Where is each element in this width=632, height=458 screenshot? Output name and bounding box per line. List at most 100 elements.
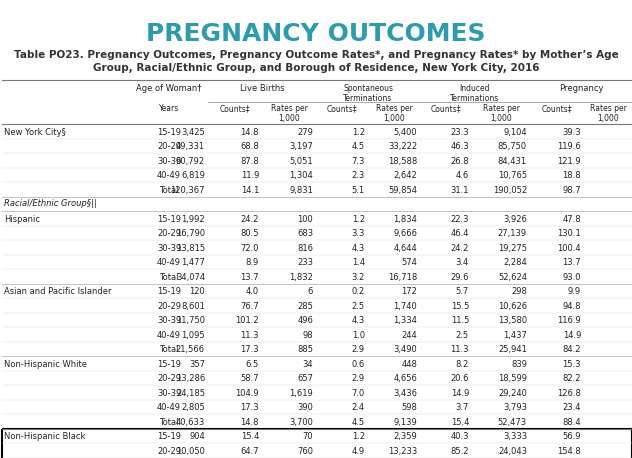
Text: 1,992: 1,992 <box>181 215 205 224</box>
Text: 3,425: 3,425 <box>181 128 205 137</box>
Text: 15-19: 15-19 <box>157 287 181 296</box>
Text: 34: 34 <box>302 360 313 369</box>
Text: 30-39: 30-39 <box>157 157 181 166</box>
Text: PREGNANCY OUTCOMES: PREGNANCY OUTCOMES <box>146 22 486 46</box>
Text: 683: 683 <box>297 229 313 238</box>
Text: 14.8: 14.8 <box>241 128 259 137</box>
Text: 15-19: 15-19 <box>157 360 181 369</box>
Text: 9,666: 9,666 <box>393 229 417 238</box>
Text: 11.3: 11.3 <box>241 331 259 340</box>
Text: 5.7: 5.7 <box>456 287 469 296</box>
Text: 16,790: 16,790 <box>176 229 205 238</box>
Text: Pregnancy: Pregnancy <box>559 84 604 93</box>
Text: 58.7: 58.7 <box>240 374 259 383</box>
Text: 30-39: 30-39 <box>157 389 181 398</box>
Text: 9,104: 9,104 <box>503 128 527 137</box>
Text: Hispanic: Hispanic <box>4 215 40 224</box>
Text: 885: 885 <box>297 345 313 354</box>
Text: 15.5: 15.5 <box>451 302 469 311</box>
Text: 357: 357 <box>189 360 205 369</box>
Text: 1.2: 1.2 <box>352 215 365 224</box>
Text: 24,043: 24,043 <box>498 447 527 456</box>
Text: 13.7: 13.7 <box>240 273 259 282</box>
Text: 15-19: 15-19 <box>157 128 181 137</box>
Text: 17.3: 17.3 <box>240 345 259 354</box>
Text: 40-49: 40-49 <box>157 171 181 180</box>
Text: 1,619: 1,619 <box>289 389 313 398</box>
Text: 190,052: 190,052 <box>493 186 527 195</box>
Text: 8,601: 8,601 <box>181 302 205 311</box>
Text: Asian and Pacific Islander: Asian and Pacific Islander <box>4 287 111 296</box>
Text: 98: 98 <box>302 331 313 340</box>
Text: New York City§: New York City§ <box>4 128 66 137</box>
Text: 70: 70 <box>302 432 313 441</box>
Text: 3,333: 3,333 <box>503 432 527 441</box>
Text: 3,926: 3,926 <box>503 215 527 224</box>
Text: 22.3: 22.3 <box>451 215 469 224</box>
Text: 46.4: 46.4 <box>451 229 469 238</box>
Text: 31.1: 31.1 <box>451 186 469 195</box>
Text: 13,815: 13,815 <box>176 244 205 253</box>
Text: 98.7: 98.7 <box>562 186 581 195</box>
Text: 14.9: 14.9 <box>451 389 469 398</box>
Text: 46.3: 46.3 <box>451 142 469 151</box>
Text: 1,304: 1,304 <box>289 171 313 180</box>
Text: 33,222: 33,222 <box>388 142 417 151</box>
Text: 52,624: 52,624 <box>498 273 527 282</box>
Text: 657: 657 <box>297 374 313 383</box>
Text: 20-29: 20-29 <box>157 229 181 238</box>
Text: 39.3: 39.3 <box>562 128 581 137</box>
Text: 29.6: 29.6 <box>451 273 469 282</box>
Text: Live Births: Live Births <box>240 84 284 93</box>
Text: 448: 448 <box>401 360 417 369</box>
Text: 23.4: 23.4 <box>562 403 581 412</box>
Text: 40-49: 40-49 <box>157 258 181 267</box>
Text: 30-39: 30-39 <box>157 316 181 325</box>
Text: 9.9: 9.9 <box>568 287 581 296</box>
Text: 87.8: 87.8 <box>240 157 259 166</box>
Text: 4.3: 4.3 <box>352 244 365 253</box>
Text: 88.4: 88.4 <box>562 418 581 427</box>
Text: 20-29: 20-29 <box>157 447 181 456</box>
Text: 120,367: 120,367 <box>171 186 205 195</box>
Text: 47.8: 47.8 <box>562 215 581 224</box>
Text: 4,656: 4,656 <box>393 374 417 383</box>
Text: Rates per
1,000: Rates per 1,000 <box>590 104 626 123</box>
Text: 120: 120 <box>189 287 205 296</box>
Text: 1.4: 1.4 <box>352 258 365 267</box>
Text: 4.0: 4.0 <box>246 287 259 296</box>
Text: 14.1: 14.1 <box>241 186 259 195</box>
Text: 7.0: 7.0 <box>352 389 365 398</box>
Text: 4.6: 4.6 <box>456 171 469 180</box>
Text: 52,473: 52,473 <box>498 418 527 427</box>
Text: 11,750: 11,750 <box>176 316 205 325</box>
Text: 85.2: 85.2 <box>451 447 469 456</box>
Text: 15.4: 15.4 <box>451 418 469 427</box>
Text: 598: 598 <box>401 403 417 412</box>
Text: 4,644: 4,644 <box>393 244 417 253</box>
Text: 6.5: 6.5 <box>246 360 259 369</box>
Text: 100: 100 <box>297 215 313 224</box>
Text: 27,139: 27,139 <box>498 229 527 238</box>
Text: 0.2: 0.2 <box>352 287 365 296</box>
Text: 904: 904 <box>189 432 205 441</box>
Text: Total: Total <box>159 418 179 427</box>
Text: 9,139: 9,139 <box>393 418 417 427</box>
Text: 20-29: 20-29 <box>157 374 181 383</box>
Text: 4.5: 4.5 <box>352 418 365 427</box>
Text: 130.1: 130.1 <box>557 229 581 238</box>
Bar <box>2 429 632 458</box>
Text: Total: Total <box>159 345 179 354</box>
Text: Total: Total <box>159 273 179 282</box>
Text: 116.9: 116.9 <box>557 316 581 325</box>
Text: 13.7: 13.7 <box>562 258 581 267</box>
Text: 76.7: 76.7 <box>240 302 259 311</box>
Text: 3,490: 3,490 <box>393 345 417 354</box>
Text: 172: 172 <box>401 287 417 296</box>
Text: 2.3: 2.3 <box>352 171 365 180</box>
Text: 1,095: 1,095 <box>181 331 205 340</box>
Text: 1,740: 1,740 <box>393 302 417 311</box>
Text: 34,074: 34,074 <box>176 273 205 282</box>
Text: 100.4: 100.4 <box>557 244 581 253</box>
Text: 574: 574 <box>401 258 417 267</box>
